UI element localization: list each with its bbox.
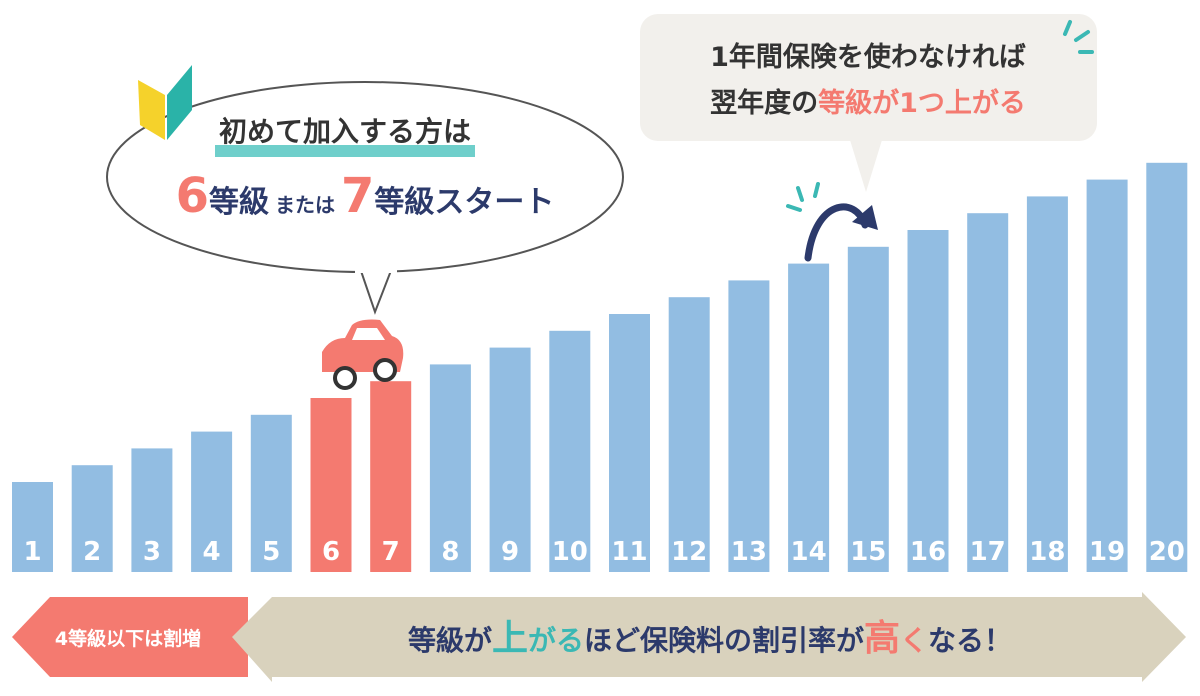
bar <box>71 465 113 572</box>
arrow-text-part: 高 <box>864 618 900 659</box>
bar <box>1086 179 1128 572</box>
bars: 1 2 3 4 5 6 7 8 9 10 11 12 13 14 15 16 17 18 19 20 <box>12 162 1188 573</box>
bar <box>609 314 650 572</box>
arrow-text-part: く <box>900 624 928 657</box>
grade-label: 4 <box>203 537 221 567</box>
mark-green <box>167 65 192 140</box>
arrow-left <box>12 597 248 677</box>
bar <box>489 347 531 572</box>
arrow-text-part: ほど保険料の割引率が <box>584 624 864 657</box>
arrow-text-part: 等級が <box>408 624 492 657</box>
bar <box>370 381 412 572</box>
bar <box>788 263 830 572</box>
mid: または <box>275 193 335 217</box>
grade-label: 20 <box>1149 537 1185 567</box>
grade-label: 18 <box>1029 537 1065 567</box>
bar <box>1146 162 1188 573</box>
grade-label: 13 <box>731 537 767 567</box>
bar <box>847 246 889 573</box>
bubble-right <box>640 14 1097 141</box>
bubble-left-line2: 6等級 または 7等級スタート <box>176 168 555 224</box>
bar <box>310 398 352 572</box>
bar <box>668 297 710 572</box>
grade-label: 19 <box>1089 537 1125 567</box>
bubble-right-line2: 翌年度の等級が1つ上がる <box>710 87 1026 119</box>
bar <box>12 482 53 572</box>
grade-label: 9 <box>501 537 519 567</box>
underline <box>215 145 475 157</box>
num: 6 <box>176 168 209 224</box>
arrow-text-part: がる <box>528 624 584 657</box>
arrow-left-label: 4等級以下は割増 <box>55 627 201 650</box>
bar <box>1026 196 1068 572</box>
bar <box>907 230 949 572</box>
text: 翌年度の <box>710 87 818 119</box>
grade-label: 6 <box>322 537 340 567</box>
bar <box>250 414 292 572</box>
bar <box>728 280 770 572</box>
bar <box>191 431 233 572</box>
grade-label: 11 <box>611 537 647 567</box>
grade-label: 1 <box>23 537 41 567</box>
grade-label: 2 <box>83 537 101 567</box>
grade-label: 5 <box>262 537 280 567</box>
car <box>322 319 404 390</box>
num: 7 <box>341 168 374 224</box>
bar <box>429 364 471 572</box>
grade-label: 10 <box>552 537 588 567</box>
bubble-right-line1: 1年間保険を使わなければ <box>710 41 1026 73</box>
arrow-head <box>852 205 878 230</box>
bubble-left-line1: 初めて加入する方は <box>219 115 471 148</box>
bubble-tail <box>358 267 394 315</box>
unit: 等級 <box>209 185 269 220</box>
grade-label: 17 <box>970 537 1006 567</box>
grade-label: 12 <box>671 537 707 567</box>
grade-label: 14 <box>791 537 827 567</box>
arrow-right <box>232 592 1186 682</box>
grade-label: 7 <box>382 537 400 567</box>
unit: 等級スタート <box>374 185 554 220</box>
grade-label: 16 <box>910 537 946 567</box>
tail-joint <box>355 265 397 273</box>
sparkle <box>786 20 1094 212</box>
text-accent: 等級が1つ上がる <box>818 87 1026 119</box>
bar <box>549 330 591 572</box>
bubble-tail <box>850 140 882 192</box>
arrow-text-part: 上 <box>492 618 528 659</box>
bar <box>131 448 173 572</box>
arrow-right-label: 等級が上がるほど保険料の割引率が高くなる！ <box>408 618 1012 659</box>
arrow-text-part: なる！ <box>928 624 1012 657</box>
mark-yellow <box>138 80 165 140</box>
bar <box>967 213 1009 572</box>
grade-label: 15 <box>850 537 886 567</box>
grade-label: 8 <box>441 537 459 567</box>
grade-label: 3 <box>143 537 161 567</box>
